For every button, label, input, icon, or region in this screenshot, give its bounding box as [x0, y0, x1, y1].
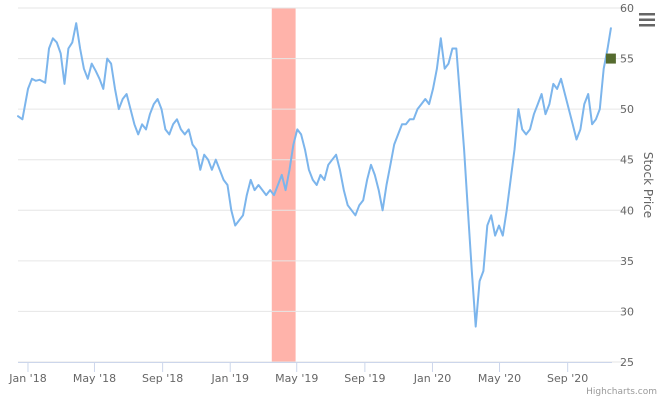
y-tick-label: 35 [620, 255, 634, 268]
y-tick-label: 60 [620, 2, 634, 15]
y-tick-label: 40 [620, 204, 634, 217]
x-axis-ticks: Jan '18 May '18 Sep '18 Jan '19 May '19 Sep '… [8, 362, 588, 385]
credits-label[interactable]: Highcharts.com [586, 387, 657, 397]
y-tick-label: 55 [620, 53, 634, 66]
last-value-marker [605, 53, 616, 64]
x-tick-label: Jan '20 [413, 372, 451, 385]
y-tick-label: 50 [620, 103, 634, 116]
x-tick-label: Sep '20 [547, 372, 588, 385]
y-tick-label: 30 [620, 305, 634, 318]
x-tick-label: Jan '18 [8, 372, 46, 385]
series-line [17, 22, 612, 328]
y-axis-title: Stock Price [641, 152, 655, 218]
x-tick-label: Sep '19 [344, 372, 385, 385]
x-tick-label: May '18 [73, 372, 116, 385]
y-axis-ticks: 25 30 35 40 45 50 55 60 [620, 2, 634, 369]
series-layer [17, 22, 616, 328]
x-tick-label: Jan '19 [210, 372, 248, 385]
x-tick-label: Sep '18 [142, 372, 183, 385]
hamburger-menu-icon[interactable] [636, 10, 658, 30]
x-tick-label: May '20 [478, 372, 521, 385]
y-tick-label: 45 [620, 154, 634, 167]
x-tick-label: May '19 [275, 372, 318, 385]
grid-lines [18, 7, 632, 363]
y-tick-label: 25 [620, 356, 634, 369]
